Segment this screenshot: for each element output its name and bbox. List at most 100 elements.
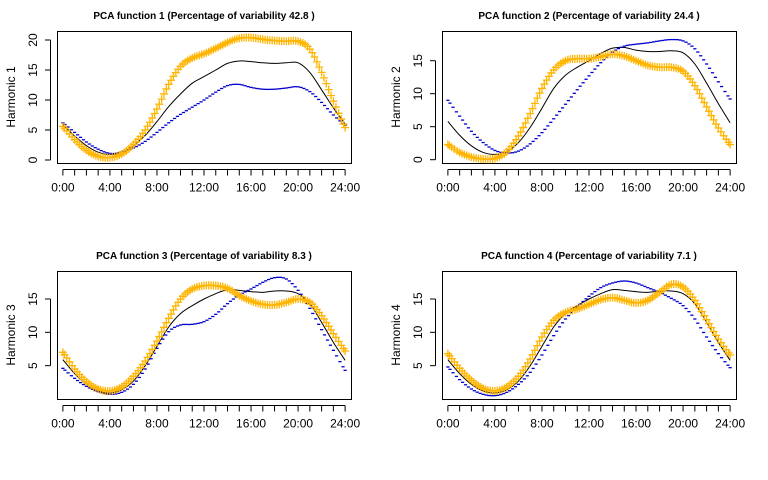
plot-frame (442, 271, 737, 400)
plus-marker (327, 91, 336, 100)
y-axis-label: Harmonic 3 (4, 304, 18, 366)
series-mean-line (62, 288, 346, 394)
y-tick-label: 10 (411, 87, 425, 101)
plus-marker (145, 118, 154, 127)
x-tick-label: 8:00 (145, 417, 169, 431)
y-tick-label: 5 (411, 123, 425, 130)
x-tick-label: 20:00 (668, 181, 698, 195)
plus-marker (152, 105, 161, 113)
plus-marker (162, 318, 171, 327)
plot-frame (442, 31, 737, 164)
y-tick-label: 15 (411, 54, 425, 68)
plus-marker (695, 303, 704, 312)
x-tick-label: 0:00 (436, 181, 460, 195)
x-tick-label: 20:00 (283, 181, 313, 195)
y-axis-label: Harmonic 4 (389, 304, 403, 366)
plus-marker (521, 118, 530, 127)
x-tick-label: 4:00 (483, 181, 507, 195)
plus-marker (523, 114, 532, 123)
y-tick-label: 15 (26, 63, 40, 77)
chart-title: PCA function 2 (Percentage of variabilit… (478, 11, 699, 22)
plus-marker (533, 341, 542, 350)
y-axis-label: Harmonic 1 (4, 66, 18, 128)
plus-marker (315, 63, 324, 72)
plus-marker (155, 332, 164, 341)
plus-marker (528, 104, 537, 113)
x-tick-label: 4:00 (98, 417, 122, 431)
plus-marker (155, 100, 164, 109)
plus-marker (519, 123, 528, 132)
plus-marker (160, 89, 169, 98)
chart-title: PCA function 4 (Percentage of variabilit… (481, 251, 697, 262)
plus-marker (148, 113, 157, 122)
series-plus-markers (58, 281, 350, 396)
plus-marker (157, 95, 166, 104)
y-tick-label: 15 (26, 292, 40, 306)
x-tick-label: 0:00 (51, 181, 75, 195)
plus-marker (526, 109, 535, 118)
x-tick-label: 4:00 (98, 181, 122, 195)
x-tick-label: 16:00 (236, 417, 266, 431)
plus-marker (700, 98, 709, 107)
x-tick-label: 20:00 (283, 417, 313, 431)
x-tick-label: 0:00 (436, 417, 460, 431)
plus-marker (697, 307, 706, 316)
plus-marker (58, 122, 67, 131)
plus-marker (150, 341, 159, 350)
plus-marker (540, 80, 549, 89)
x-tick-label: 12:00 (574, 181, 604, 195)
plus-marker (319, 73, 328, 82)
plus-marker (702, 102, 711, 111)
plus-marker (341, 347, 350, 355)
plus-marker (331, 103, 340, 112)
series-mean-line (447, 46, 731, 155)
x-tick-label: 16:00 (621, 181, 651, 195)
x-tick-label: 8:00 (530, 181, 554, 195)
plus-marker (341, 123, 350, 132)
series-plus-markers (58, 33, 350, 162)
plus-marker (514, 131, 523, 140)
series-plus-markers (443, 280, 735, 395)
plus-marker (697, 94, 706, 103)
x-tick-label: 12:00 (189, 181, 219, 195)
x-tick-label: 24:00 (330, 181, 360, 195)
x-tick-label: 24:00 (330, 417, 360, 431)
plus-marker (443, 349, 452, 358)
plus-marker (704, 107, 713, 116)
x-tick-label: 8:00 (145, 181, 169, 195)
plus-marker (145, 349, 154, 358)
plus-marker (162, 84, 171, 93)
x-tick-label: 16:00 (621, 417, 651, 431)
plus-marker (160, 323, 169, 332)
series-minus-markers (446, 38, 732, 154)
chart-panel-1: PCA function 1 (Percentage of variabilit… (4, 11, 360, 195)
series-mean-line (62, 60, 346, 156)
x-tick-label: 8:00 (530, 417, 554, 431)
plus-marker (726, 140, 735, 149)
chart-panel-4: PCA function 4 (Percentage of variabilit… (389, 251, 745, 431)
plus-marker (535, 337, 544, 346)
plus-marker (528, 350, 537, 359)
plus-marker (526, 355, 535, 363)
plus-marker (535, 89, 544, 98)
plus-marker (150, 109, 159, 118)
chart-title: PCA function 1 (Percentage of variabilit… (93, 11, 314, 22)
plus-marker (317, 68, 326, 77)
series-minus-markers (446, 280, 732, 397)
plus-marker (331, 333, 340, 342)
plot-frame (57, 31, 352, 164)
chart-panel-3: PCA function 3 (Percentage of variabilit… (4, 251, 360, 431)
x-tick-label: 12:00 (574, 417, 604, 431)
plus-marker (516, 127, 525, 136)
plus-marker (709, 115, 718, 124)
plus-marker (167, 310, 176, 319)
x-tick-label: 24:00 (715, 181, 745, 195)
y-tick-label: 0 (26, 156, 40, 163)
y-tick-label: 5 (26, 126, 40, 133)
series-minus-markers (61, 276, 347, 395)
plus-marker (334, 109, 343, 118)
plus-marker (693, 85, 702, 94)
chart-panel-2: PCA function 2 (Percentage of variabilit… (389, 11, 745, 195)
y-tick-label: 5 (411, 362, 425, 369)
